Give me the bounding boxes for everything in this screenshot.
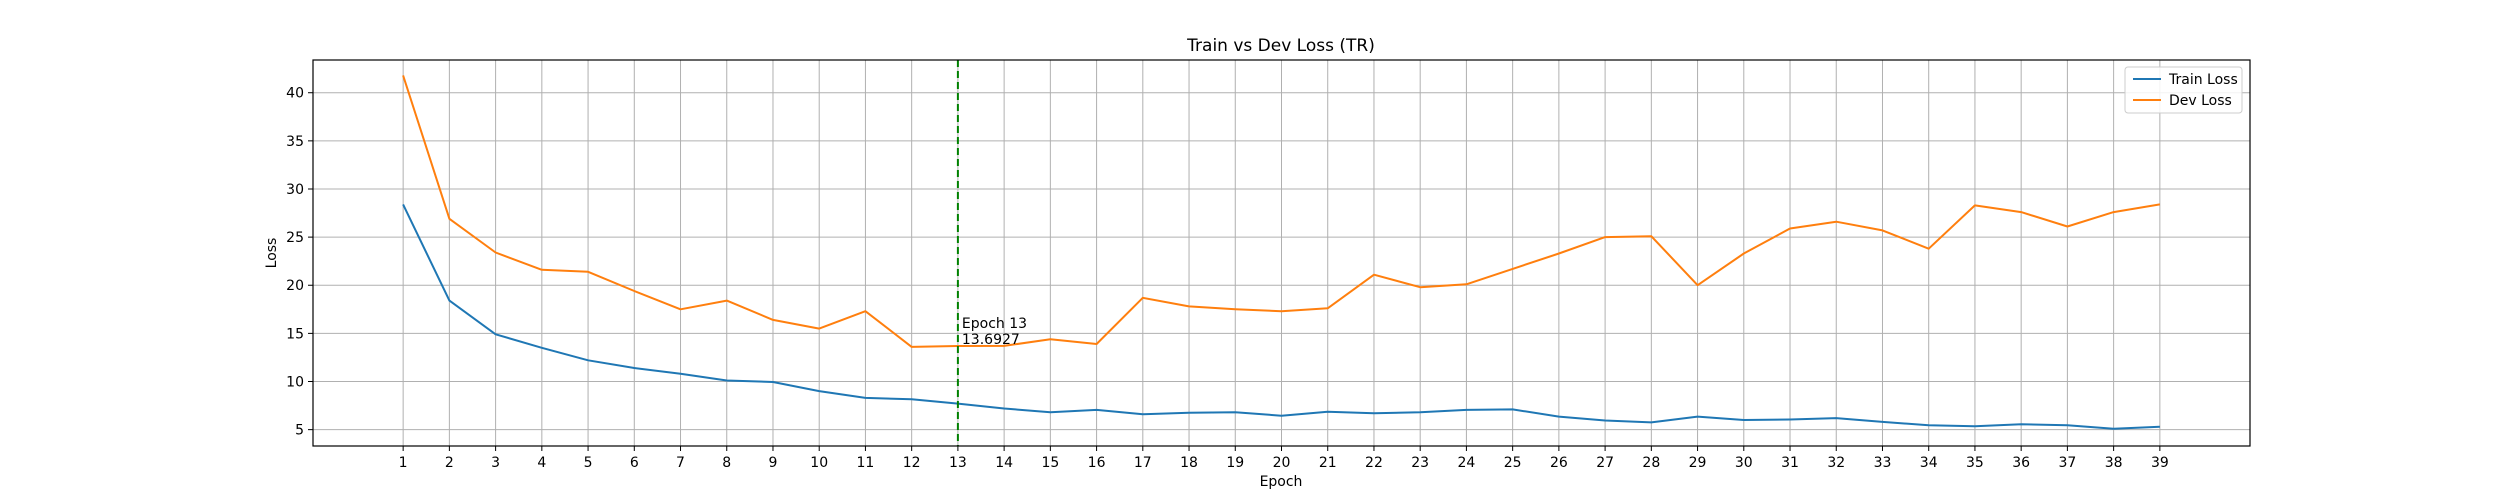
x-tick-label: 34: [1920, 455, 1938, 471]
x-tick-label: 8: [722, 455, 731, 471]
x-tick-label: 28: [1642, 455, 1660, 471]
legend-label-dev-loss: Dev Loss: [2169, 93, 2232, 109]
x-tick-label: 5: [584, 455, 593, 471]
x-tick-label: 14: [995, 455, 1013, 471]
y-tick-label: 35: [286, 134, 304, 150]
x-tick-label: 15: [1041, 455, 1059, 471]
x-tick-label: 27: [1596, 455, 1614, 471]
best-epoch-annotation-value: 13.6927: [962, 332, 1020, 348]
x-axis-label: Epoch: [1260, 474, 1303, 490]
plot-area-frame: [312, 59, 2251, 447]
x-tick-label: 11: [857, 455, 875, 471]
x-tick-label: 13: [949, 455, 967, 471]
y-tick-label: 15: [286, 326, 304, 342]
x-tick-label: 20: [1273, 455, 1291, 471]
y-tick-label: 20: [286, 278, 304, 294]
x-tick-label: 37: [2058, 455, 2076, 471]
y-tick-label: 30: [286, 182, 304, 198]
x-tick-label: 24: [1458, 455, 1476, 471]
y-tick-label: 25: [286, 230, 304, 246]
x-tick-label: 30: [1735, 455, 1753, 471]
x-tick-label: 21: [1319, 455, 1337, 471]
x-tick-label: 39: [2151, 455, 2169, 471]
series-lines: [402, 75, 2161, 430]
legend: Train Loss Dev Loss: [2124, 66, 2243, 114]
x-tick-label: 33: [1874, 455, 1892, 471]
x-tick-label: 1: [399, 455, 408, 471]
x-tick-label: 29: [1689, 455, 1707, 471]
y-tick-label: 40: [286, 86, 304, 102]
x-tick-label: 4: [537, 455, 546, 471]
x-tick-label: 18: [1180, 455, 1198, 471]
x-tick-label: 19: [1226, 455, 1244, 471]
series-line-dev-loss: [402, 75, 2161, 348]
grid-lines: [313, 60, 2250, 446]
x-tick-label: 32: [1827, 455, 1845, 471]
x-tick-label: 6: [630, 455, 639, 471]
x-tick-label: 7: [676, 455, 685, 471]
x-tick-label: 12: [903, 455, 921, 471]
x-tick-label: 3: [491, 455, 500, 471]
x-tick-label: 9: [769, 455, 778, 471]
x-tick-label: 26: [1550, 455, 1568, 471]
x-tick-label: 23: [1411, 455, 1429, 471]
x-tick-label: 38: [2105, 455, 2123, 471]
x-tick-label: 10: [810, 455, 828, 471]
chart-title: Train vs Dev Loss (TR): [1186, 36, 1375, 56]
y-tick-label: 10: [286, 375, 304, 391]
x-tick-label: 2: [445, 455, 454, 471]
best-epoch-annotation-epoch: Epoch 13: [962, 316, 1027, 332]
x-tick-label: 22: [1365, 455, 1383, 471]
x-tick-label: 31: [1781, 455, 1799, 471]
y-tick-label: 5: [295, 423, 304, 439]
x-tick-label: 35: [1966, 455, 1984, 471]
legend-label-train-loss: Train Loss: [2168, 72, 2238, 88]
axis-ticks: 1 2 3 4 5 6 7 8 9 10 11 12 13 14 15 16 17 18 19 20 21 22 23 24 2…: [286, 86, 2169, 471]
x-tick-label: 17: [1134, 455, 1152, 471]
y-axis-label: Loss: [264, 238, 280, 269]
x-tick-label: 25: [1504, 455, 1522, 471]
series-line-train-loss: [402, 203, 2160, 430]
x-tick-label: 36: [2012, 455, 2030, 471]
x-tick-label: 16: [1088, 455, 1106, 471]
